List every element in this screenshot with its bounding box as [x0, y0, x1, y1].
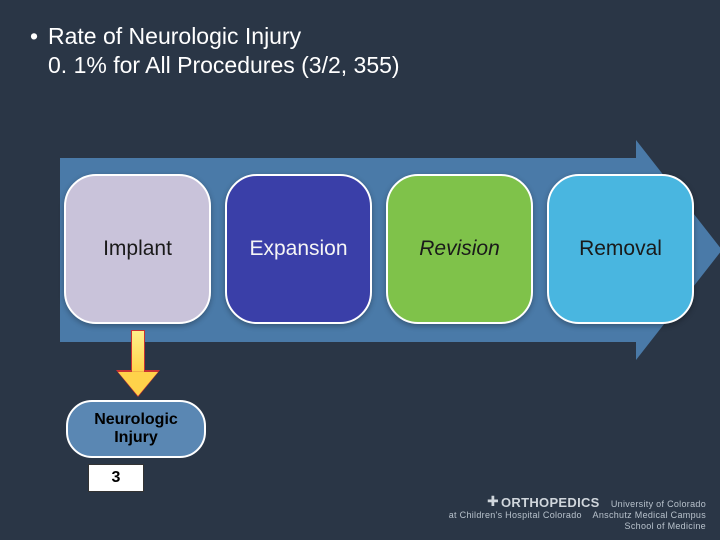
callout-arrow-shaft	[131, 330, 145, 374]
node-label: Implant	[103, 237, 172, 261]
bullet-indent	[30, 51, 48, 80]
plus-icon: ✚	[487, 493, 499, 509]
node-implant: Implant	[64, 174, 211, 324]
bullet-line2: 0. 1% for All Procedures (3/2, 355)	[48, 52, 400, 78]
injury-box: Neurologic Injury	[66, 400, 206, 458]
callout-arrow	[118, 330, 158, 398]
injury-label-line2: Injury	[114, 429, 158, 446]
callout-arrow-head	[118, 372, 158, 396]
injury-label-line1: Neurologic	[94, 411, 178, 428]
process-nodes: Implant Expansion Revision Removal	[64, 174, 694, 326]
node-label: Expansion	[249, 237, 347, 261]
footer-univ-c: School of Medicine	[625, 521, 706, 531]
footer-sub1: at Children's Hospital Colorado	[449, 510, 582, 520]
injury-count-box: 3	[88, 464, 144, 492]
footer-logo: ✚ORTHOPEDICS University of Colorado at C…	[449, 493, 706, 532]
bullet-dot: •	[30, 22, 48, 51]
node-expansion: Expansion	[225, 174, 372, 324]
footer-univ-a: University of Colorado	[611, 499, 706, 509]
node-removal: Removal	[547, 174, 694, 324]
node-label: Revision	[419, 237, 500, 261]
node-label: Removal	[579, 237, 662, 261]
node-revision: Revision	[386, 174, 533, 324]
footer-univ-b: Anschutz Medical Campus	[593, 510, 706, 520]
footer-brand: ORTHOPEDICS	[501, 495, 600, 510]
bullet-line1: Rate of Neurologic Injury	[48, 23, 301, 49]
injury-label: Neurologic Injury	[94, 411, 178, 448]
injury-count: 3	[112, 469, 121, 487]
bullet-text: •Rate of Neurologic Injury 0. 1% for All…	[30, 22, 400, 80]
